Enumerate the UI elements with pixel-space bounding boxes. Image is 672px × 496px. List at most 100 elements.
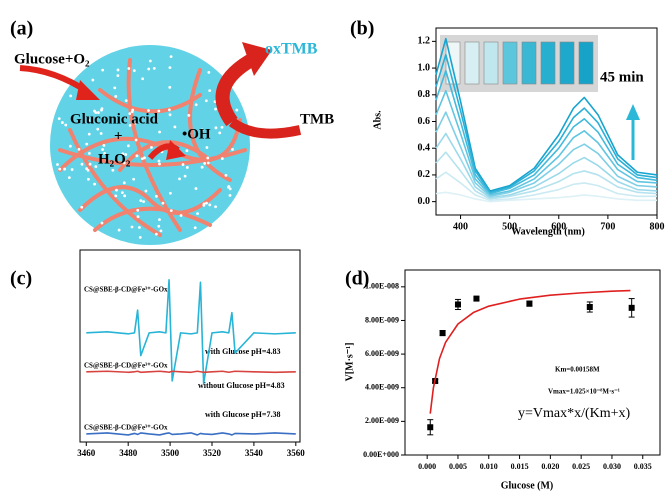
dot (158, 218, 161, 222)
x-axis-label: Glucose (M) (501, 480, 554, 491)
x-tick-label: 3500 (161, 448, 180, 458)
dot (205, 201, 208, 205)
dot (154, 194, 158, 198)
dot (161, 201, 165, 205)
dot (179, 214, 183, 217)
annotation: Km=0.00158M (555, 366, 600, 374)
point (439, 330, 446, 337)
dot (126, 144, 130, 148)
cuvette (578, 41, 594, 85)
dot (206, 161, 210, 165)
x-tick-label: 0.030 (603, 462, 621, 471)
dot (77, 147, 81, 151)
y-axis-label: V[M·s⁻¹] (344, 343, 355, 382)
dot (158, 162, 161, 166)
dot (87, 177, 90, 181)
dot (178, 177, 181, 181)
series-line (86, 279, 296, 385)
annotation: CS@SBE-β-CD@Fe³⁺-GOx (84, 424, 168, 432)
dot (208, 89, 212, 93)
x-tick-label: 3560 (287, 448, 306, 458)
series-line (435, 89, 658, 196)
x-tick-label: 3460 (77, 448, 96, 458)
annotation: CS@SBE-β-CD@Fe³⁺-GOx (84, 362, 168, 370)
series-line (435, 69, 658, 195)
dot (214, 126, 218, 130)
dot (122, 181, 126, 185)
dot (64, 123, 68, 127)
label: Gluconic acid (70, 111, 159, 127)
dot (101, 68, 105, 72)
dot (200, 128, 204, 132)
dot (139, 199, 143, 203)
series-line (86, 370, 296, 374)
annotation: 45 min (600, 69, 644, 85)
dot (100, 221, 104, 225)
point (586, 304, 593, 310)
dot (200, 165, 204, 169)
cuvette-photo (440, 35, 598, 92)
dot (147, 67, 151, 71)
annotation: without Glucose pH=4.83 (198, 381, 285, 390)
dot (185, 166, 189, 169)
plot-frame (79, 249, 301, 443)
dot (144, 189, 148, 193)
dot (130, 225, 134, 229)
dot (168, 85, 172, 89)
x-tick-label: 500 (502, 221, 517, 232)
dot (181, 163, 185, 166)
dot (227, 185, 231, 188)
dot (169, 191, 172, 195)
y-tick-label: 2.00E-009 (365, 416, 399, 425)
series-line (435, 53, 658, 194)
dot (143, 156, 146, 160)
dot (63, 167, 67, 171)
dot (87, 132, 91, 136)
panel-label: (a) (10, 18, 33, 40)
cuvette (483, 41, 499, 85)
x-tick-label: 600 (551, 221, 566, 232)
dot (69, 94, 73, 98)
dot (150, 146, 153, 149)
dot (56, 163, 59, 166)
panel-label: (d) (345, 268, 369, 290)
cuvette (540, 41, 556, 85)
dot (131, 108, 135, 112)
x-tick-label: 800 (650, 221, 665, 232)
dot (117, 228, 121, 232)
y-tick-label: 0.2 (418, 169, 431, 180)
dot (100, 108, 103, 112)
point (427, 424, 434, 431)
label: TMB (300, 111, 334, 127)
dot (142, 200, 145, 203)
dot (123, 194, 127, 198)
x-tick-label: 3540 (245, 448, 264, 458)
dot (202, 202, 206, 206)
dot (114, 95, 118, 98)
dot (135, 154, 139, 158)
label: + (114, 128, 123, 144)
dot (147, 109, 150, 112)
dot (85, 142, 89, 146)
dot (122, 161, 126, 165)
y-tick-label: 0.8 (418, 89, 431, 100)
y-tick-label: 4.00E-009 (365, 383, 399, 392)
dot (97, 111, 100, 114)
arrow (215, 51, 259, 127)
dot (224, 173, 228, 177)
dot (205, 146, 209, 149)
arrow (228, 117, 302, 139)
dot (113, 86, 117, 90)
dot (99, 132, 103, 135)
dot (94, 165, 98, 169)
cuvette (521, 41, 537, 85)
y-tick-label: 1.2 (418, 36, 431, 47)
dot (115, 188, 118, 192)
label: •OH (182, 126, 211, 142)
dots (56, 55, 239, 239)
dot (218, 131, 222, 135)
series-line (435, 191, 657, 203)
dot (127, 67, 131, 70)
series-line (86, 432, 296, 436)
